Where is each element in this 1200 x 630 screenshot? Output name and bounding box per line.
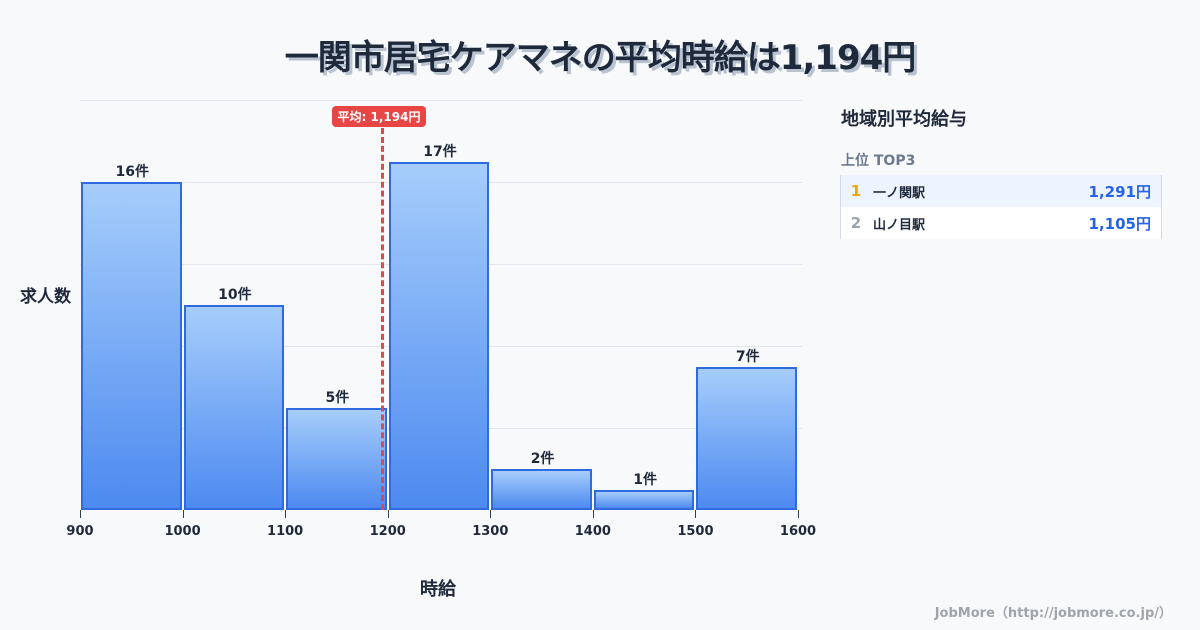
histogram-bar	[183, 305, 285, 510]
x-tick-label: 1000	[164, 524, 201, 539]
histogram-bar	[491, 469, 592, 510]
x-tick	[285, 510, 287, 518]
x-axis-label: 時給	[420, 579, 456, 600]
bar-value-label: 10件	[218, 287, 252, 303]
page-title: 一関市居宅ケアマネの平均時給は1,194円	[284, 38, 917, 78]
x-tick	[387, 510, 389, 518]
x-tick-label: 1600	[779, 524, 817, 539]
histogram-bar	[696, 366, 797, 510]
station-name: 一ノ関駅	[873, 185, 926, 201]
rank-number: 1	[850, 182, 862, 200]
x-tick-label: 900	[66, 524, 94, 539]
x-tick	[592, 510, 594, 518]
bar-value-label: 16件	[115, 164, 150, 180]
x-tick-label: 1400	[574, 524, 611, 539]
x-tick	[80, 510, 81, 518]
bar-value-label: 17件	[423, 143, 457, 160]
y-axis-label: 求人数	[20, 287, 71, 307]
x-tick-label: 1500	[677, 524, 714, 539]
rank-number: 2	[850, 214, 862, 232]
bar-value-label: 2件	[530, 451, 555, 467]
average-salary: 1,105円	[1088, 214, 1151, 233]
bar-value-label: 7件	[735, 348, 760, 365]
x-tick	[798, 510, 799, 518]
histogram-bar	[388, 161, 490, 510]
x-tick-label: 1100	[267, 524, 304, 539]
x-tick-label: 1300	[472, 524, 509, 539]
gridline	[80, 100, 802, 101]
ranking-row: 1 一ノ関駅 1,291円	[841, 175, 1161, 207]
average-badge: 平均: 1,194円	[331, 106, 427, 127]
x-tick	[182, 510, 184, 518]
x-tick	[695, 510, 697, 518]
regional-salary-title: 地域別平均給与	[841, 109, 967, 130]
average-salary: 1,291円	[1088, 182, 1151, 201]
footer-credit: JobMore（http://jobmore.co.jp/）	[934, 606, 1172, 621]
top3-subtitle: 上位 TOP3	[841, 153, 916, 169]
histogram-bar	[81, 182, 182, 510]
station-name: 山ノ目駅	[873, 217, 926, 233]
ranking-row: 2 山ノ目駅 1,105円	[841, 207, 1161, 239]
histogram-bar	[593, 489, 695, 510]
bar-value-label: 1件	[633, 471, 658, 488]
x-tick-label: 1200	[369, 524, 406, 539]
average-line	[380, 128, 384, 510]
bar-value-label: 5件	[325, 389, 350, 406]
histogram-bar	[286, 407, 387, 510]
x-tick	[490, 510, 492, 518]
ranking-table: 1 一ノ関駅 1,291円 2 山ノ目駅 1,105円	[840, 175, 1162, 239]
